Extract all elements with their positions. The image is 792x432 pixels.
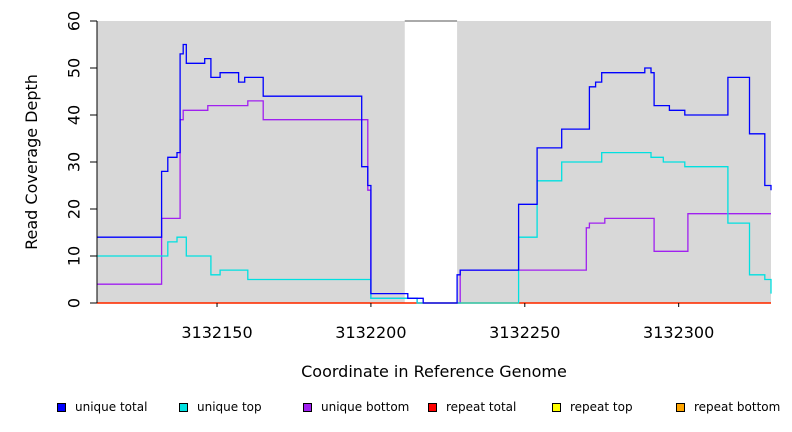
- x-axis-title: Coordinate in Reference Genome: [301, 362, 567, 381]
- y-tick-label: 30: [65, 152, 84, 172]
- y-tick-label: 50: [65, 58, 84, 78]
- legend-swatch: [428, 402, 437, 412]
- legend-label: repeat top: [570, 400, 633, 414]
- shaded-region-left: [97, 21, 405, 303]
- y-tick-label: 40: [65, 105, 84, 125]
- legend-item-repeat-bottom: repeat bottom: [676, 400, 780, 414]
- legend-item-repeat-total: repeat total: [428, 400, 516, 414]
- legend-item-unique-bottom: unique bottom: [303, 400, 409, 414]
- axes: 0 10 20 30 40 50 60 3132150 3132200 3132250 313230…: [65, 11, 715, 342]
- legend-swatch: [57, 402, 66, 412]
- legend-swatch: [552, 402, 561, 412]
- legend-label: unique top: [197, 400, 262, 414]
- legend-label: unique bottom: [321, 400, 410, 414]
- x-tick-label: 3132200: [335, 323, 406, 342]
- legend-swatch: [303, 402, 312, 412]
- legend-item-repeat-top: repeat top: [552, 400, 633, 414]
- legend-label: unique total: [75, 400, 148, 414]
- y-tick-label: 10: [65, 246, 84, 266]
- x-tick-label: 3132150: [181, 323, 252, 342]
- legend-label: repeat total: [446, 400, 517, 414]
- x-tick-label: 3132250: [489, 323, 560, 342]
- series-line-unique-total: [97, 43, 772, 304]
- legend-label: repeat bottom: [694, 400, 781, 414]
- legend: unique total unique top unique bottom repea…: [0, 400, 792, 420]
- legend-item-unique-total: unique total: [57, 400, 147, 414]
- y-tick-label: 0: [65, 298, 84, 308]
- y-axis-title: Read Coverage Depth: [22, 74, 41, 250]
- x-tick-label: 3132300: [643, 323, 714, 342]
- legend-swatch: [676, 402, 685, 412]
- y-tick-label: 60: [65, 11, 84, 31]
- shaded-region-right: [457, 21, 771, 303]
- y-tick-label: 20: [65, 199, 84, 219]
- legend-swatch: [179, 402, 188, 412]
- legend-item-unique-top: unique top: [179, 400, 262, 414]
- series-lines: [97, 43, 772, 304]
